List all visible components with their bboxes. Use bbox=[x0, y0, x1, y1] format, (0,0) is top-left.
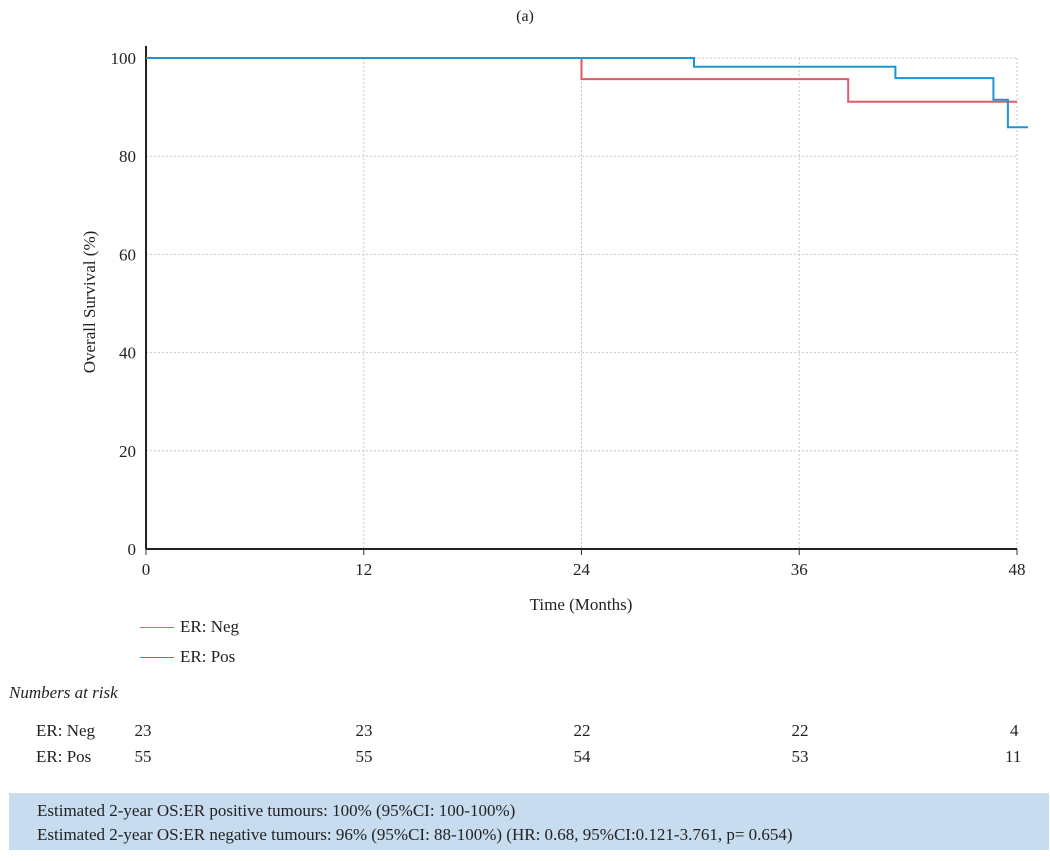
legend-swatch-er-pos bbox=[140, 656, 174, 658]
risk-row-label: ER: Pos bbox=[36, 747, 92, 766]
series-line-er-pos bbox=[146, 57, 1028, 129]
y-tick-label: 0 bbox=[128, 540, 137, 559]
risk-cell: 54 bbox=[573, 747, 591, 766]
risk-cell: 23 bbox=[355, 721, 373, 740]
legend-item-er-pos: ER: Pos bbox=[140, 642, 239, 672]
survival-chart: 0 20 40 60 80 100 0 12 24 36 48 Overall Survival (… bbox=[80, 46, 1028, 614]
y-axis-title: Overall Survival (%) bbox=[80, 231, 99, 374]
risk-cell: 53 bbox=[791, 747, 809, 766]
estimate-info-box: Estimated 2-year OS:ER positive tumours:… bbox=[9, 793, 1049, 850]
tick-labels: 0 20 40 60 80 100 0 12 24 36 48 bbox=[111, 49, 1026, 579]
legend-swatch-er-neg bbox=[140, 626, 174, 628]
panel-label: (a) bbox=[516, 8, 534, 25]
risk-row-er-pos: ER: Pos 55 55 54 53 11 bbox=[0, 747, 1050, 771]
info-line-er-positive: Estimated 2-year OS:ER positive tumours:… bbox=[37, 801, 516, 820]
risk-cell: 23 bbox=[134, 721, 152, 740]
risk-row-er-neg: ER: Neg 23 23 22 22 4 bbox=[0, 721, 1050, 745]
x-tick-label: 48 bbox=[1009, 560, 1026, 579]
risk-cell: 22 bbox=[573, 721, 591, 740]
y-tick-label: 60 bbox=[119, 245, 136, 264]
axes bbox=[145, 46, 1018, 555]
info-line-er-negative: Estimated 2-year OS:ER negative tumours:… bbox=[37, 825, 793, 844]
legend-label-er-neg: ER: Neg bbox=[180, 617, 240, 636]
legend: ER: Neg ER: Pos bbox=[140, 612, 239, 672]
risk-cell: 55 bbox=[134, 747, 152, 766]
x-tick-label: 12 bbox=[355, 560, 372, 579]
legend-label-er-pos: ER: Pos bbox=[180, 647, 236, 666]
risk-cell: 4 bbox=[1010, 721, 1019, 740]
x-tick-label: 36 bbox=[791, 560, 808, 579]
y-tick-label: 40 bbox=[119, 344, 136, 363]
y-tick-label: 20 bbox=[119, 442, 136, 461]
risk-cell: 11 bbox=[1005, 747, 1022, 766]
risk-cell: 22 bbox=[791, 721, 809, 740]
series-lines bbox=[146, 57, 1028, 129]
risk-table-title: Numbers at risk bbox=[9, 683, 118, 702]
legend-item-er-neg: ER: Neg bbox=[140, 612, 239, 642]
risk-cell: 55 bbox=[355, 747, 373, 766]
x-axis-title: Time (Months) bbox=[530, 595, 633, 614]
x-tick-label: 24 bbox=[573, 560, 591, 579]
y-tick-label: 80 bbox=[119, 147, 136, 166]
grid bbox=[145, 57, 1018, 550]
risk-row-label: ER: Neg bbox=[36, 721, 96, 740]
y-tick-label: 100 bbox=[111, 49, 137, 68]
x-tick-label: 0 bbox=[142, 560, 151, 579]
